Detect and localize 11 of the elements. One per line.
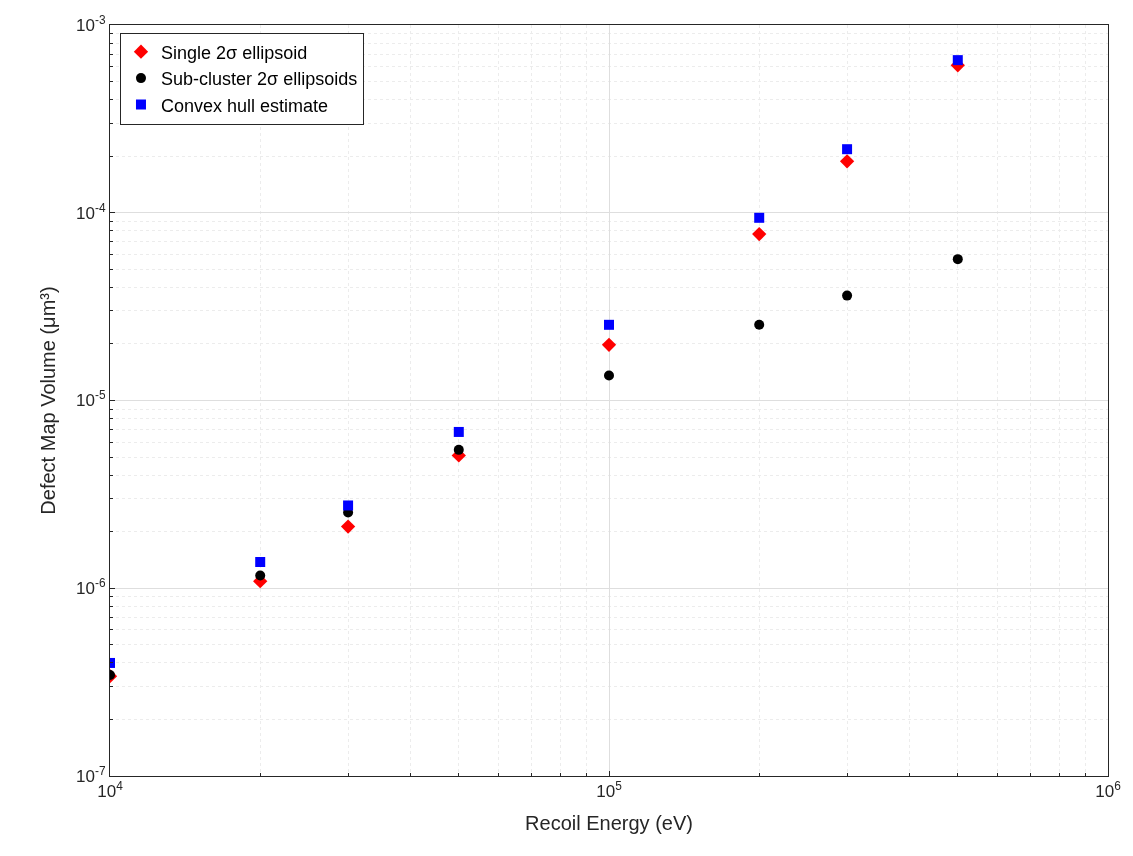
legend-label: Sub-cluster 2σ ellipsoids — [160, 69, 358, 90]
legend-label: Single 2σ ellipsoid — [160, 42, 308, 63]
x-tick-label: 10$^{5}$ — [596, 779, 623, 802]
legend-label: Convex hull estimate — [160, 95, 329, 116]
y-tick-label: 10$^{-5}$ — [76, 388, 106, 411]
x-tick-label: 10$^{6}$ — [1095, 779, 1122, 802]
y-tick-label: 10$^{-4}$ — [76, 200, 106, 223]
y-tick-label: 10$^{-6}$ — [76, 576, 106, 599]
y-tick-label: 10$^{-3}$ — [76, 12, 106, 35]
x-axis-title: Recoil Energy (eV) — [525, 811, 693, 834]
y-axis-title: Defect Map Volume (μm³) — [36, 286, 59, 515]
